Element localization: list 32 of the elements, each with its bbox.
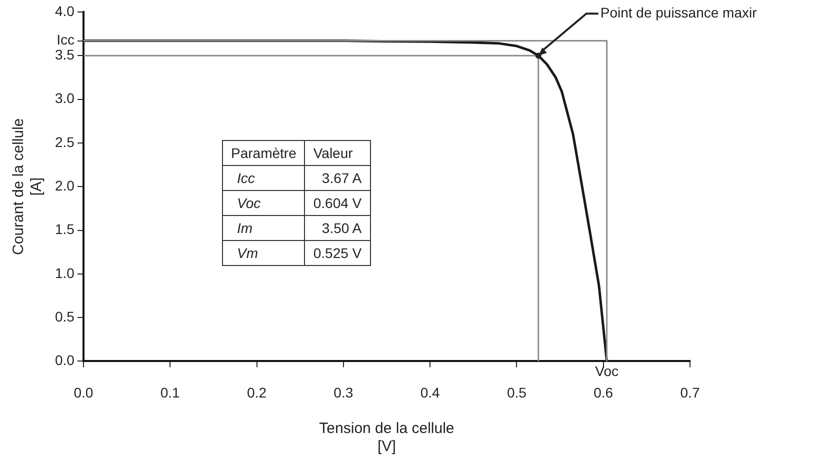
annotation: 0.604 V — [304, 190, 370, 216]
y-tick-label: 0.5 — [54, 308, 75, 324]
annotation: Im — [222, 216, 305, 240]
y-tick-label: 2.5 — [54, 134, 75, 150]
y-tick-label: 3.0 — [54, 90, 75, 106]
annotation: Valeur — [304, 140, 370, 166]
y-tick-label: 1.0 — [54, 264, 75, 281]
x-tick-label: 0.0 — [74, 384, 94, 400]
x-tick-label: 0.3 — [334, 384, 354, 400]
annotation: Voc — [222, 190, 305, 216]
annotation: Voc — [595, 363, 618, 380]
x-tick-label: 0.1 — [160, 384, 180, 400]
y-tick-label: 0.0 — [54, 352, 75, 368]
x-tick-label: 0.5 — [506, 384, 527, 400]
y-tick-label: 3.5 — [54, 46, 75, 63]
annotation: 0.525 V — [304, 240, 370, 266]
y-axis-title: Courant de la cellule [A] — [10, 118, 46, 255]
annotation: 3.50 A — [304, 216, 370, 240]
annotation: Paramètre — [222, 140, 305, 166]
annotation: 3.67 A — [304, 166, 370, 190]
y-tick-label: 2.0 — [54, 177, 75, 194]
y-tick-label: 1.5 — [54, 221, 75, 238]
annotation: Vm — [222, 240, 305, 266]
x-tick-label: 0.4 — [420, 384, 440, 400]
x-tick-label: 0.2 — [247, 384, 267, 400]
annotation: Icc — [222, 166, 305, 190]
x-tick-label: 0.6 — [594, 384, 614, 400]
y-tick-label: 4.0 — [54, 2, 75, 19]
annotation: Point de puissance maxir — [600, 4, 758, 21]
y-tick-label: Icc — [56, 32, 74, 48]
x-axis-title: Tension de la cellule [V] — [319, 420, 454, 456]
x-tick-label: 0.7 — [680, 384, 700, 400]
